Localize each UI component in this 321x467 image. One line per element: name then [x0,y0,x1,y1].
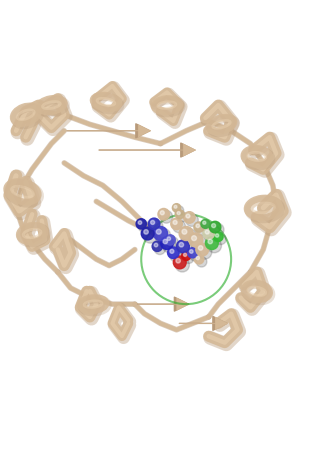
Circle shape [156,229,161,234]
Circle shape [160,237,173,249]
Circle shape [153,226,168,241]
Circle shape [181,228,196,244]
Circle shape [136,219,146,229]
Circle shape [151,220,155,225]
Circle shape [189,250,193,253]
Circle shape [209,221,221,233]
Circle shape [187,248,198,258]
Circle shape [205,230,209,234]
Circle shape [211,223,224,236]
Circle shape [172,204,181,212]
Circle shape [203,221,213,231]
Circle shape [186,214,190,218]
Circle shape [178,242,193,256]
Circle shape [173,256,186,269]
Circle shape [171,218,182,230]
Circle shape [205,237,218,249]
Circle shape [194,255,204,264]
Circle shape [155,228,171,244]
Circle shape [160,211,173,223]
Circle shape [138,221,142,224]
Circle shape [177,240,189,253]
Circle shape [196,224,207,235]
Circle shape [198,245,212,259]
Circle shape [162,239,177,253]
Circle shape [138,221,150,232]
Circle shape [148,218,160,230]
Circle shape [192,236,196,241]
Circle shape [203,221,206,224]
Circle shape [152,241,162,251]
Circle shape [154,243,158,247]
Circle shape [176,259,180,263]
Circle shape [215,234,219,237]
Circle shape [184,254,194,263]
Circle shape [158,208,169,220]
Circle shape [196,256,199,260]
Circle shape [173,220,186,233]
Circle shape [186,214,198,226]
Circle shape [205,230,218,242]
Circle shape [143,229,157,243]
Circle shape [184,253,187,256]
Circle shape [207,239,221,253]
Circle shape [165,235,175,245]
Circle shape [208,239,213,244]
Circle shape [201,219,210,228]
Circle shape [144,230,148,234]
Circle shape [182,229,187,234]
Circle shape [182,251,191,261]
Circle shape [175,258,189,272]
Circle shape [189,250,201,261]
Circle shape [194,222,204,232]
Circle shape [213,232,223,241]
Circle shape [175,210,184,219]
Circle shape [163,239,168,244]
Circle shape [215,234,226,245]
Circle shape [196,224,200,227]
Circle shape [168,247,179,259]
Circle shape [160,211,164,215]
Circle shape [189,233,203,247]
Circle shape [173,220,177,225]
Circle shape [198,246,203,250]
Circle shape [196,256,207,267]
Circle shape [184,212,195,223]
Circle shape [178,212,187,222]
Circle shape [174,205,177,208]
Circle shape [154,243,166,255]
Circle shape [191,235,206,250]
Circle shape [179,242,184,247]
Circle shape [169,249,182,262]
Circle shape [203,228,214,239]
Circle shape [212,224,216,227]
Circle shape [167,237,171,241]
Circle shape [150,220,163,233]
Circle shape [141,227,154,240]
Circle shape [179,226,193,241]
Circle shape [175,206,184,215]
Circle shape [167,237,178,248]
Circle shape [170,249,174,253]
Circle shape [177,212,180,215]
Circle shape [196,243,209,256]
